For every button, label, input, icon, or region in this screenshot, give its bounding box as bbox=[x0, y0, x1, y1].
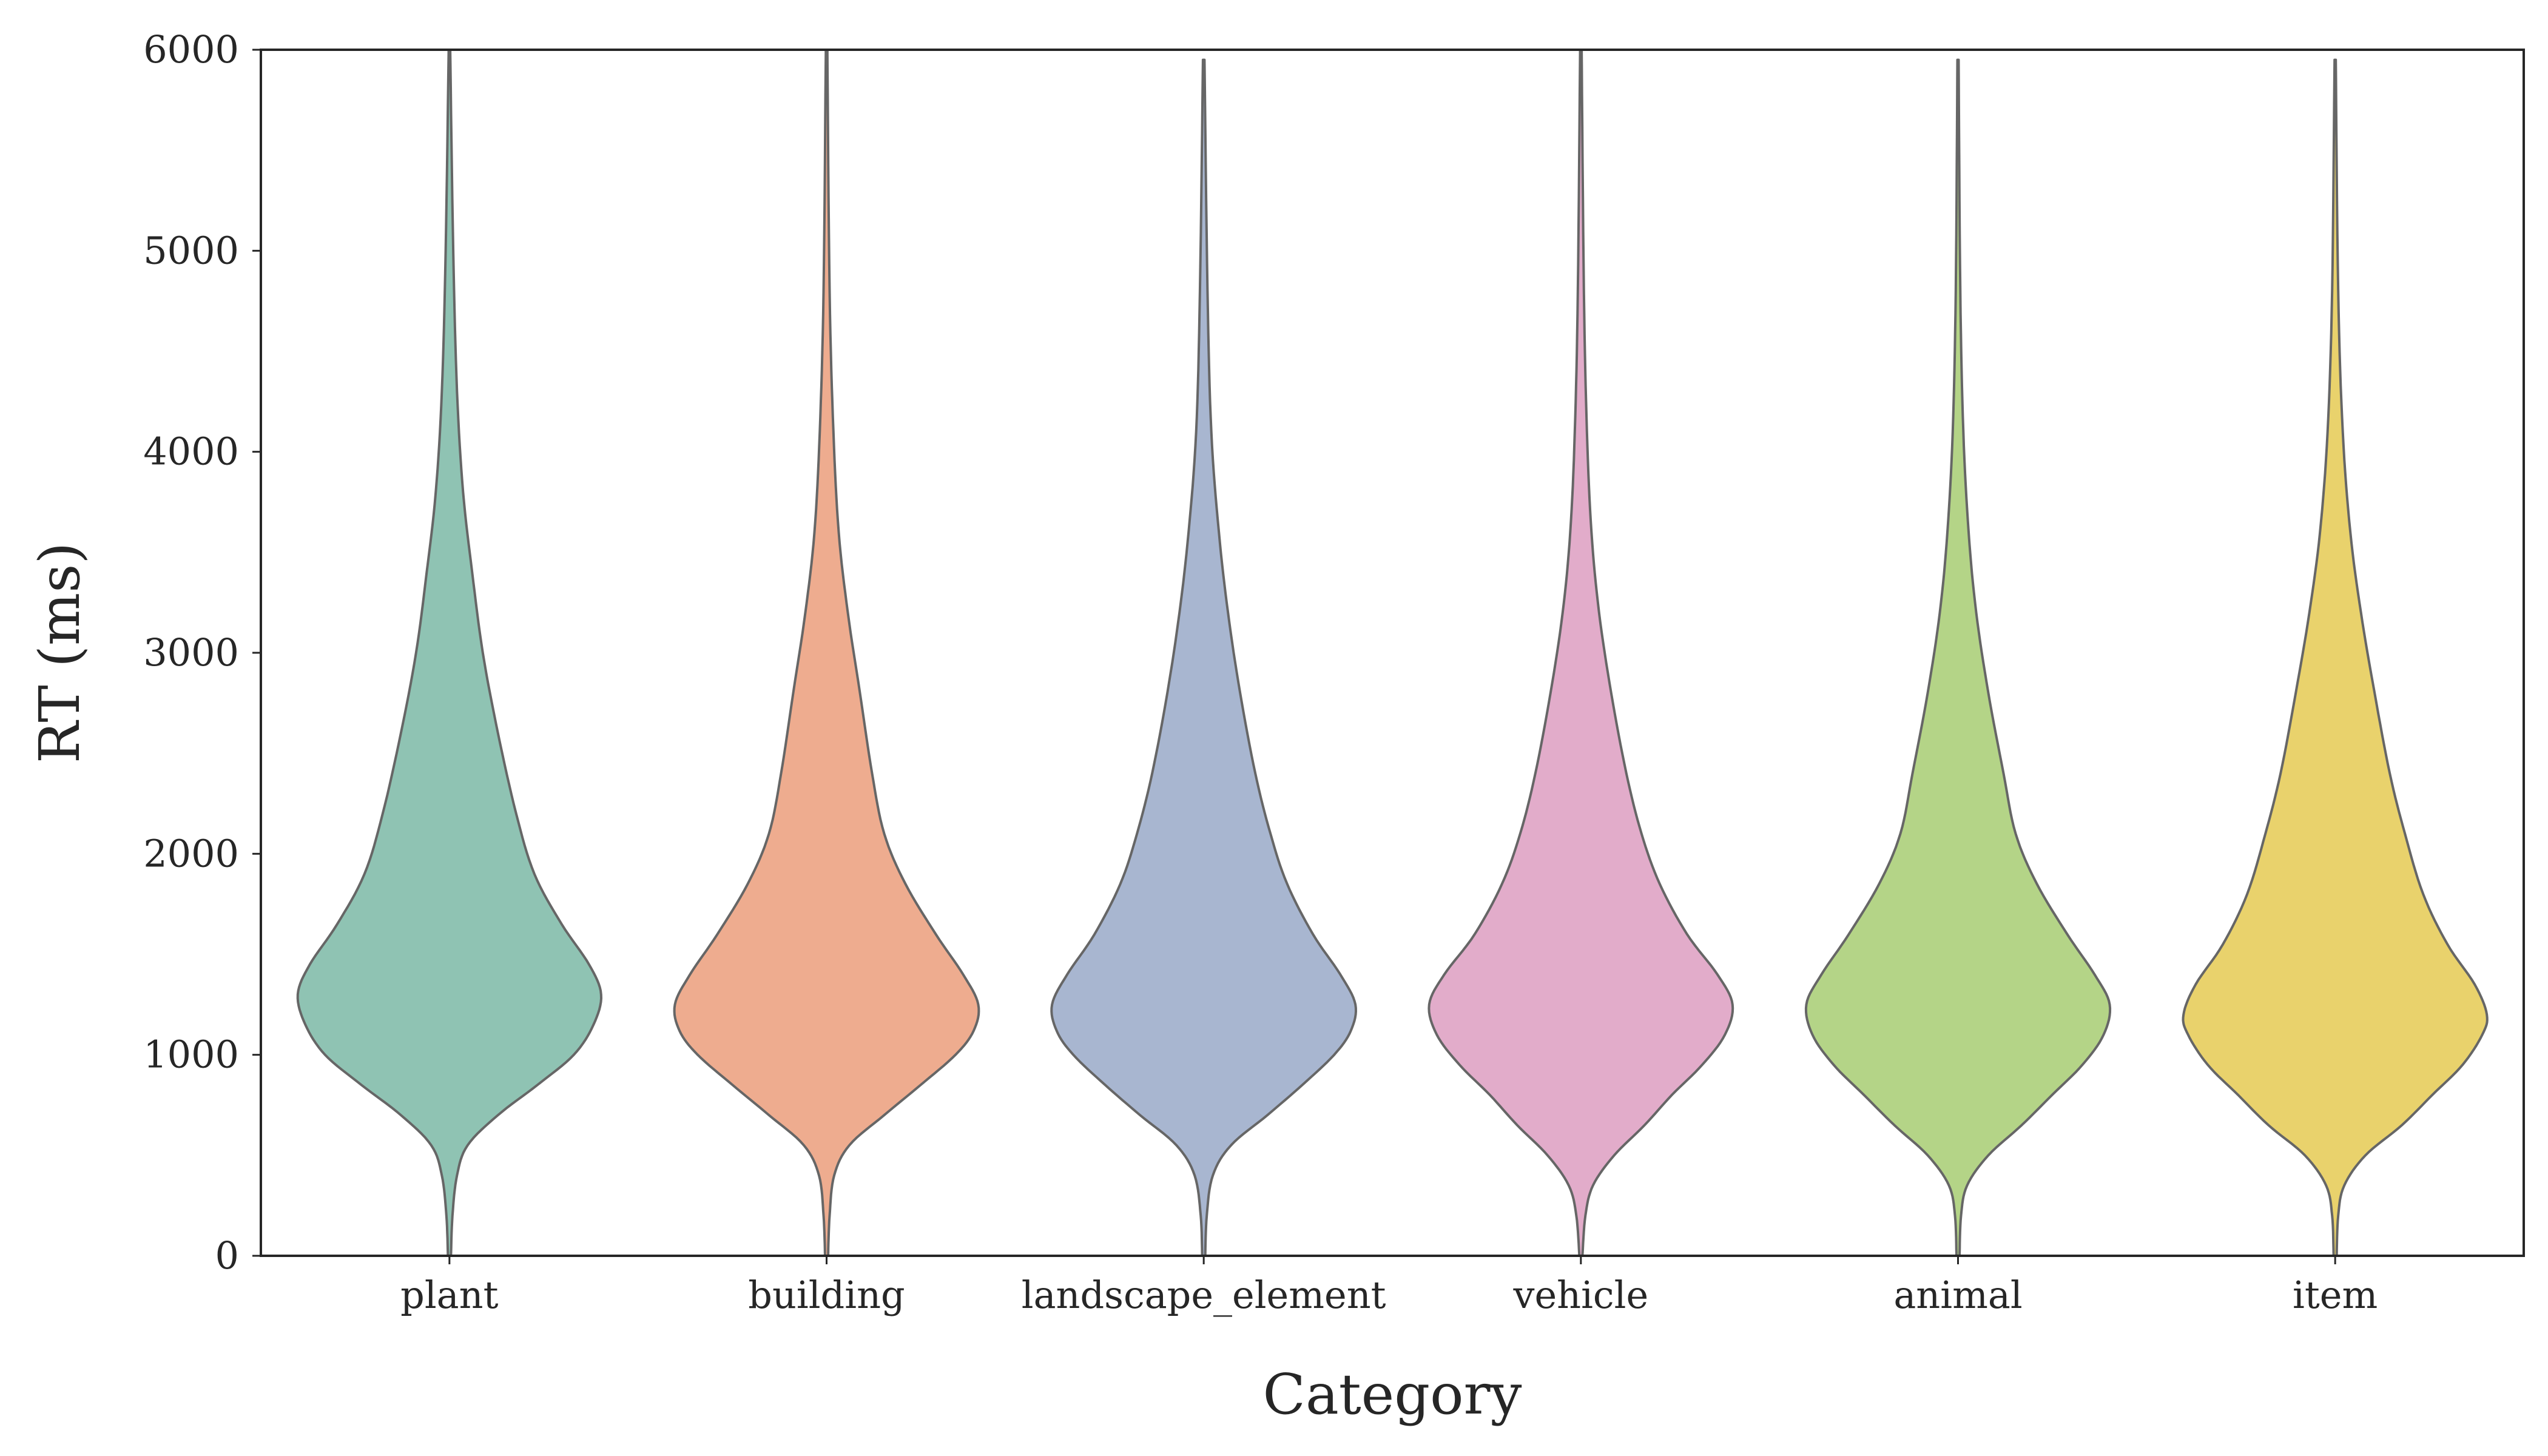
y-tick-label: 4000 bbox=[143, 430, 239, 474]
violin-vehicle bbox=[1427, 49, 1734, 1257]
y-tick-label: 5000 bbox=[143, 228, 239, 272]
y-tick-label: 2000 bbox=[143, 831, 239, 875]
x-tick-label-building: building bbox=[748, 1273, 905, 1317]
x-axis-title: Category bbox=[1263, 1362, 1522, 1427]
violins-layer bbox=[296, 49, 2489, 1257]
y-axis-title: RT (ms) bbox=[27, 542, 92, 764]
x-tick-label-animal: animal bbox=[1893, 1273, 2022, 1317]
y-tick-label: 3000 bbox=[143, 630, 239, 675]
y-tick-label: 0 bbox=[215, 1233, 239, 1278]
violin-item bbox=[2182, 58, 2489, 1257]
y-tick-label: 6000 bbox=[143, 27, 239, 72]
violin-animal bbox=[1804, 58, 2112, 1257]
x-axis: plant building landscape_element vehicle ani… bbox=[400, 1256, 2378, 1317]
x-tick-label-item: item bbox=[2293, 1273, 2378, 1317]
violin-landscape-element bbox=[1050, 58, 1357, 1257]
plot-frame bbox=[260, 49, 2525, 1257]
x-tick-label-vehicle: vehicle bbox=[1512, 1273, 1648, 1317]
x-tick-label-plant: plant bbox=[400, 1273, 498, 1317]
violin-plant bbox=[296, 49, 602, 1257]
violin-building bbox=[673, 49, 980, 1257]
x-tick-label-landscape-element: landscape_element bbox=[1022, 1273, 1386, 1317]
y-axis: 0 1000 2000 3000 4000 5000 6000 bbox=[143, 27, 261, 1278]
y-tick-label: 1000 bbox=[143, 1033, 239, 1077]
